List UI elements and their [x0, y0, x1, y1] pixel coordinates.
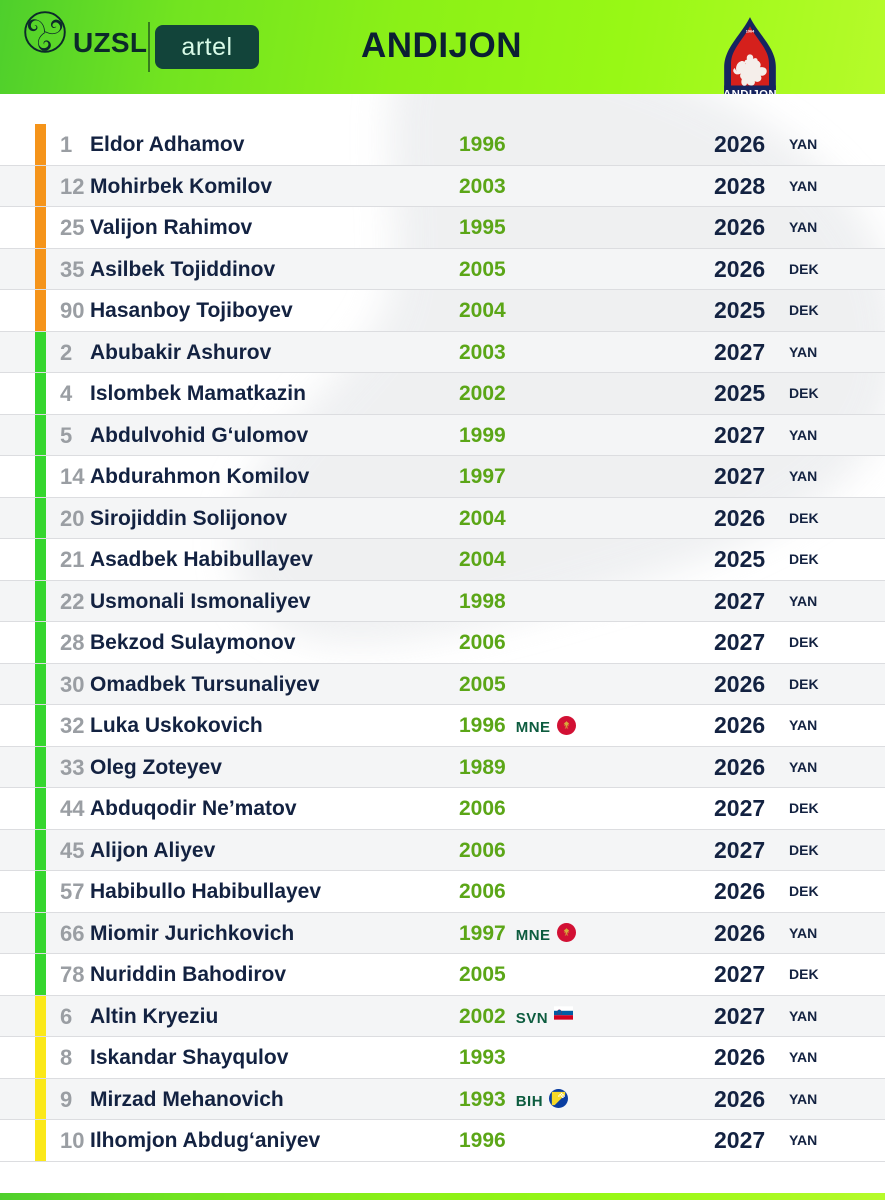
svg-text:1964: 1964: [746, 29, 755, 33]
